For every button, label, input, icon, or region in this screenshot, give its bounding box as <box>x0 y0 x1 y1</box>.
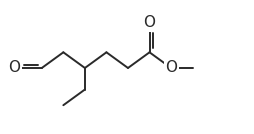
Text: O: O <box>8 60 20 75</box>
Text: O: O <box>165 60 177 75</box>
Text: O: O <box>144 15 155 30</box>
